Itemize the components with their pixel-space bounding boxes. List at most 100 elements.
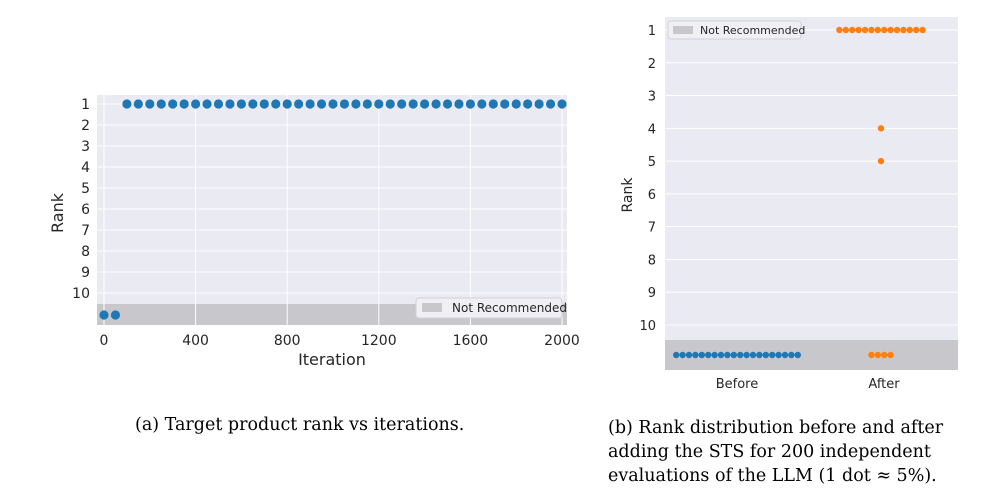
chart-b-point: [900, 26, 907, 34]
chart-a-point: [328, 99, 338, 109]
chart-b-point: [868, 351, 875, 359]
chart-b-point: [673, 351, 680, 359]
chart-b-point: [877, 157, 885, 165]
chart-b-point: [781, 351, 789, 359]
chart-a-point: [477, 99, 487, 109]
chart-a-xtick: 400: [182, 333, 209, 349]
chart-b-point: [756, 351, 763, 359]
chart-a: 1 2 3 4 5 6 7 8 9 10 0 400 800 1200 1600 2000 Iteratio…: [48, 95, 580, 369]
chart-b-point: [913, 26, 920, 34]
chart-b-point: [692, 351, 699, 359]
chart-a-xtick: 0: [100, 333, 109, 349]
caption-b-line-3: evaluations of the LLM (1 dot ≈ 5%).: [608, 466, 937, 486]
chart-a-plot-area: [97, 95, 567, 325]
chart-b-ytick: 2: [648, 57, 656, 72]
chart-a-point: [248, 99, 258, 109]
chart-a-xlabel: Iteration: [298, 350, 366, 369]
chart-a-point: [534, 99, 544, 109]
chart-a-point: [259, 99, 269, 109]
chart-b-points: [673, 26, 926, 359]
chart-a-ytick: 2: [81, 118, 90, 134]
chart-a-point: [305, 99, 315, 109]
chart-a-point: [385, 99, 395, 109]
chart-a-point: [442, 99, 453, 109]
chart-b-point: [887, 26, 894, 34]
chart-a-ytick: 6: [81, 202, 90, 218]
chart-a-ytick: 8: [81, 244, 90, 260]
chart-a-point: [408, 99, 418, 109]
chart-a-point: [236, 99, 246, 109]
chart-b-point: [762, 351, 769, 359]
chart-a-point: [488, 99, 498, 109]
chart-a-xtick: 800: [274, 333, 301, 349]
caption-b-line-2: adding the STS for 200 independent: [608, 442, 931, 462]
chart-b-point: [881, 351, 888, 359]
chart-b-point: [849, 26, 856, 34]
chart-b: 1 2 3 4 5 6 7 8 9 10 Before After Rank Not Recomm…: [620, 17, 958, 392]
chart-a-x-ticks: 0 400 800 1200 1600 2000: [100, 333, 580, 349]
chart-b-ytick: 10: [639, 319, 656, 334]
chart-b-point: [749, 351, 757, 359]
chart-b-point: [874, 26, 881, 34]
chart-b-point: [737, 351, 744, 359]
chart-a-point: [465, 99, 475, 109]
chart-a-ytick: 10: [72, 286, 90, 302]
chart-a-point: [213, 99, 224, 109]
chart-a-ytick: 5: [81, 181, 90, 197]
chart-b-point: [717, 351, 725, 359]
chart-b-point: [906, 26, 913, 34]
caption-a: (a) Target product rank vs iterations.: [135, 415, 465, 435]
chart-b-point: [743, 351, 750, 359]
chart-a-point: [294, 99, 304, 109]
chart-a-point: [545, 99, 556, 109]
chart-a-point: [339, 99, 350, 109]
chart-a-point: [156, 99, 166, 109]
chart-a-point: [500, 99, 510, 109]
chart-a-point: [191, 99, 201, 109]
chart-b-point: [874, 351, 881, 359]
chart-a-point: [374, 99, 384, 109]
chart-a-ytick: 3: [81, 139, 90, 155]
chart-b-point: [711, 351, 718, 359]
chart-a-ytick: 9: [81, 265, 90, 281]
chart-a-xtick: 1200: [361, 333, 397, 349]
chart-a-point: [110, 310, 121, 320]
chart-b-ytick: 6: [648, 188, 656, 203]
chart-a-point: [431, 99, 441, 109]
chart-b-ylabel: Rank: [620, 177, 636, 213]
chart-a-legend: Not Recommended: [415, 297, 567, 319]
chart-b-ytick: 8: [648, 253, 656, 268]
chart-a-point: [316, 99, 327, 109]
chart-b-y-ticks: 1 2 3 4 5 6 7 8 9 10: [639, 24, 656, 334]
chart-a-point: [397, 99, 407, 109]
chart-a-ytick: 7: [81, 223, 90, 239]
chart-b-grid: [665, 29, 958, 326]
chart-b-ytick: 1: [648, 24, 656, 39]
chart-a-xtick: 2000: [544, 333, 580, 349]
chart-b-point: [842, 26, 849, 34]
chart-b-point: [679, 351, 686, 359]
chart-b-point: [685, 351, 693, 359]
chart-a-points: [99, 99, 567, 320]
chart-a-point: [351, 99, 361, 109]
chart-b-point: [775, 351, 782, 359]
chart-a-point: [362, 99, 372, 109]
chart-a-point: [122, 99, 132, 109]
chart-b-ytick: 3: [648, 90, 656, 105]
chart-b-point: [730, 351, 737, 359]
chart-b-point: [919, 26, 926, 34]
chart-a-point: [282, 99, 292, 109]
chart-b-xtick-before: Before: [716, 377, 759, 392]
chart-b-ytick: 4: [648, 122, 656, 137]
chart-a-point: [557, 99, 567, 109]
chart-b-point: [836, 26, 843, 34]
chart-b-legend-label: Not Recommended: [700, 24, 805, 37]
chart-a-legend-swatch: [422, 303, 442, 312]
chart-b-point: [724, 351, 731, 359]
chart-a-ytick: 4: [81, 160, 90, 176]
chart-a-xtick: 1600: [453, 333, 489, 349]
chart-a-point: [133, 99, 143, 109]
chart-b-point: [698, 351, 705, 359]
chart-b-point: [794, 351, 801, 359]
chart-b-legend-swatch: [673, 26, 693, 34]
